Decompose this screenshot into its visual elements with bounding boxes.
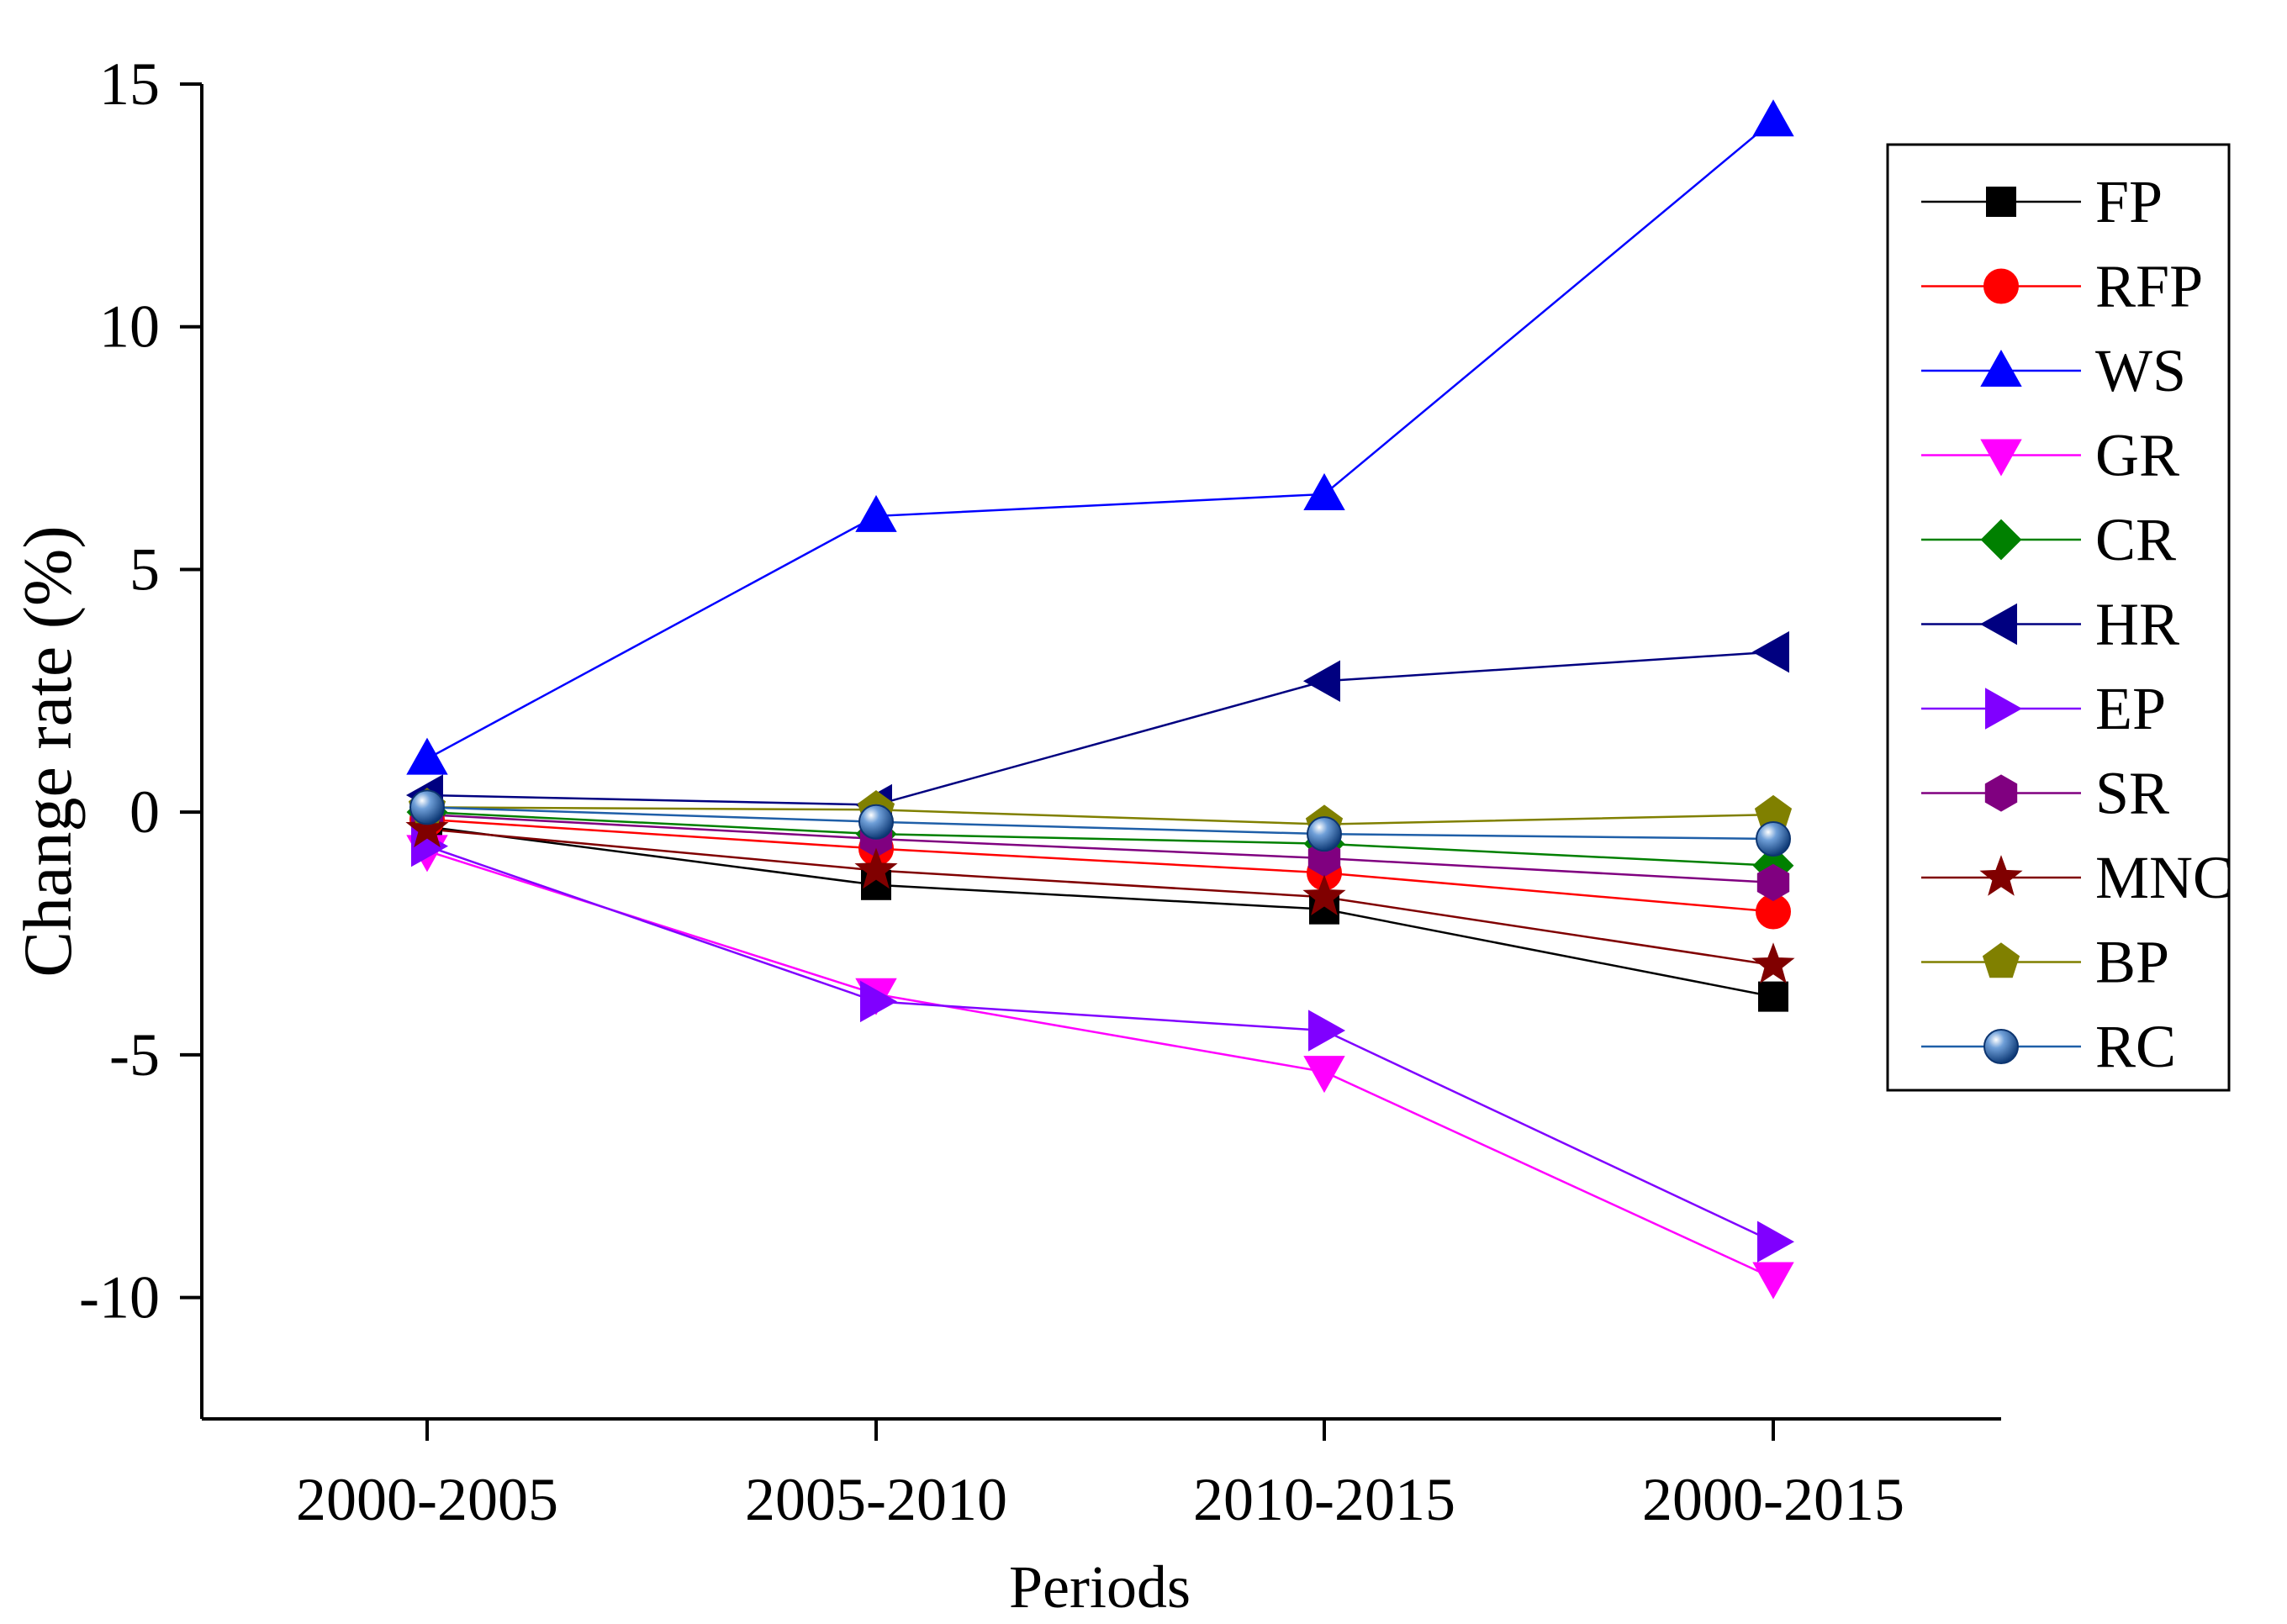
axes <box>200 84 2001 1421</box>
data-point-gr <box>1303 1056 1345 1094</box>
y-tick-label: 15 <box>99 50 160 118</box>
series-lines <box>426 119 1774 1279</box>
data-point-mnc <box>854 847 898 889</box>
series-line-hr <box>426 651 1774 806</box>
legend: FP RFP WS GR CR HR EP SR MNC BP RC <box>1886 143 2233 1092</box>
y-tick-label: -5 <box>109 1021 160 1089</box>
legend-marker-sr <box>1984 774 2018 812</box>
series-markers <box>405 99 1795 1300</box>
data-point-sr <box>1756 863 1790 902</box>
x-ticks: 2000-2005 2005-2010 2010-2015 2000-2015 <box>296 1419 1904 1533</box>
series-line-rc <box>426 806 1774 841</box>
legend-label-sr: SR <box>2095 760 2169 827</box>
legend-label-ep: EP <box>2095 675 2166 742</box>
data-point-ep <box>860 980 898 1023</box>
legend-marker-rc <box>1983 1029 2019 1064</box>
legend-marker-cr <box>1980 519 2022 561</box>
legend-marker-hr <box>1979 603 2017 646</box>
data-point-mnc <box>405 806 449 848</box>
y-tick-label: -10 <box>79 1264 160 1331</box>
legend-marker-fp <box>1986 187 2016 217</box>
data-point-rc <box>1307 816 1342 852</box>
legend-label-bp: BP <box>2095 929 2169 996</box>
data-point-hr <box>1751 630 1789 673</box>
legend-marker-mnc <box>1979 855 2023 896</box>
data-point-ep <box>1308 1010 1346 1052</box>
y-ticks: -10 -5 0 5 10 15 <box>79 50 202 1331</box>
legend-label-hr: HR <box>2095 591 2179 658</box>
y-tick-label: 0 <box>129 778 160 846</box>
series-line-mnc <box>426 828 1774 967</box>
legend-label-ws: WS <box>2095 337 2186 404</box>
series-line-sr <box>426 813 1774 884</box>
legend-label-fp: FP <box>2095 168 2163 235</box>
legend-marker-ep <box>1985 688 2023 730</box>
data-point-ws <box>1752 99 1794 137</box>
data-point-ws <box>406 737 448 775</box>
y-axis-label: Change rate (%) <box>9 525 86 977</box>
legend-label-gr: GR <box>2095 422 2179 489</box>
legend-box <box>1886 143 2231 1092</box>
data-point-fp <box>1758 981 1788 1012</box>
legend-marker-bp <box>1982 942 2020 978</box>
x-axis-label: Periods <box>1009 1553 1191 1621</box>
series-line-ep <box>426 845 1774 1243</box>
data-point-hr <box>1302 660 1340 702</box>
y-tick-label: 5 <box>129 535 160 603</box>
x-tick-label: 2000-2005 <box>296 1466 558 1533</box>
series-line-cr <box>426 810 1774 867</box>
data-point-gr <box>1752 1262 1794 1300</box>
series-line-fp <box>426 825 1774 998</box>
series-line-rfp <box>426 818 1774 913</box>
legend-label-rfp: RFP <box>2095 253 2203 320</box>
series-line-bp <box>426 806 1774 825</box>
data-point-ws <box>855 494 897 532</box>
legend-marker-rfp <box>1983 268 2019 304</box>
legend-label-rc: RC <box>2095 1013 2176 1080</box>
data-point-mnc <box>1302 874 1346 915</box>
series-line-ws <box>426 119 1774 760</box>
data-point-rc <box>1756 820 1791 857</box>
y-tick-label: 10 <box>99 293 160 361</box>
legend-marker-gr <box>1980 439 2022 477</box>
legend-label-cr: CR <box>2095 506 2176 573</box>
data-point-ep <box>1757 1221 1795 1263</box>
data-point-mnc <box>1751 942 1795 983</box>
x-tick-label: 2010-2015 <box>1193 1466 1455 1533</box>
data-point-rc <box>858 804 894 840</box>
x-tick-label: 2005-2010 <box>745 1466 1007 1533</box>
legend-marker-ws <box>1980 349 2022 387</box>
legend-label-mnc: MNC <box>2095 844 2233 911</box>
data-point-rc <box>409 789 445 825</box>
series-line-gr <box>426 850 1774 1279</box>
x-tick-label: 2000-2015 <box>1642 1466 1904 1533</box>
data-point-ws <box>1303 472 1345 510</box>
